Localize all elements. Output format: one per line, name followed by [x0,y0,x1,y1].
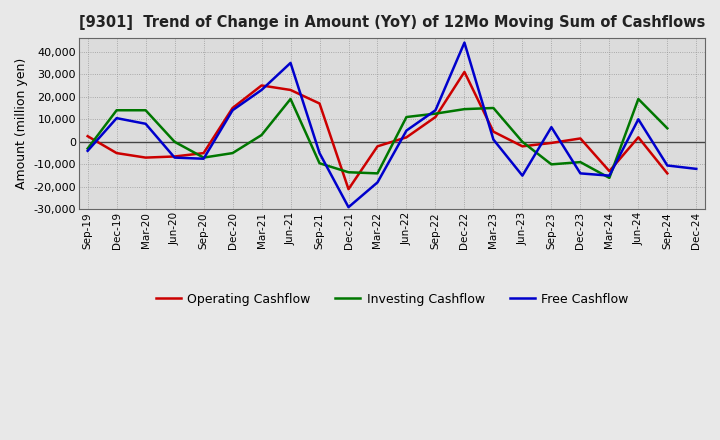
Free Cashflow [373,180,382,185]
Operating Cashflow [287,87,295,92]
Operating Cashflow [141,155,150,160]
Operating Cashflow [547,140,556,146]
Free Cashflow [576,171,585,176]
Investing Cashflow [431,111,440,116]
Free Cashflow [171,155,179,160]
Operating Cashflow [199,150,208,156]
Investing Cashflow [373,171,382,176]
Free Cashflow [141,121,150,126]
Free Cashflow [460,40,469,45]
Investing Cashflow [112,108,121,113]
Investing Cashflow [141,108,150,113]
Free Cashflow [402,128,411,133]
Free Cashflow [489,137,498,142]
Free Cashflow [518,173,527,178]
Free Cashflow [228,108,237,113]
Y-axis label: Amount (million yen): Amount (million yen) [15,58,28,189]
Operating Cashflow [402,135,411,140]
Operating Cashflow [171,154,179,159]
Free Cashflow [287,60,295,66]
Investing Cashflow [344,169,353,175]
Line: Free Cashflow: Free Cashflow [88,43,696,207]
Investing Cashflow [547,162,556,167]
Investing Cashflow [228,150,237,156]
Investing Cashflow [460,106,469,112]
Free Cashflow [199,156,208,161]
Operating Cashflow [605,169,613,174]
Operating Cashflow [112,150,121,156]
Free Cashflow [257,87,266,92]
Free Cashflow [692,166,701,172]
Operating Cashflow [373,144,382,149]
Investing Cashflow [84,146,92,151]
Investing Cashflow [287,96,295,102]
Investing Cashflow [663,126,672,131]
Free Cashflow [84,148,92,154]
Operating Cashflow [431,114,440,120]
Operating Cashflow [576,136,585,141]
Operating Cashflow [228,105,237,110]
Investing Cashflow [315,161,324,166]
Operating Cashflow [489,129,498,134]
Free Cashflow [431,108,440,113]
Operating Cashflow [634,135,643,140]
Free Cashflow [634,117,643,122]
Free Cashflow [663,163,672,168]
Operating Cashflow [315,101,324,106]
Legend: Operating Cashflow, Investing Cashflow, Free Cashflow: Operating Cashflow, Investing Cashflow, … [150,288,634,311]
Free Cashflow [315,150,324,156]
Investing Cashflow [605,175,613,180]
Free Cashflow [112,116,121,121]
Operating Cashflow [460,69,469,74]
Operating Cashflow [344,187,353,192]
Operating Cashflow [663,171,672,176]
Investing Cashflow [199,155,208,160]
Line: Operating Cashflow: Operating Cashflow [88,72,667,189]
Investing Cashflow [576,159,585,165]
Free Cashflow [344,205,353,210]
Investing Cashflow [171,139,179,144]
Operating Cashflow [84,134,92,139]
Investing Cashflow [518,139,527,144]
Investing Cashflow [634,96,643,102]
Free Cashflow [547,125,556,130]
Operating Cashflow [257,83,266,88]
Operating Cashflow [518,144,527,149]
Investing Cashflow [489,105,498,110]
Investing Cashflow [257,132,266,138]
Title: [9301]  Trend of Change in Amount (YoY) of 12Mo Moving Sum of Cashflows: [9301] Trend of Change in Amount (YoY) o… [78,15,705,30]
Investing Cashflow [402,114,411,120]
Free Cashflow [605,173,613,178]
Line: Investing Cashflow: Investing Cashflow [88,99,667,178]
